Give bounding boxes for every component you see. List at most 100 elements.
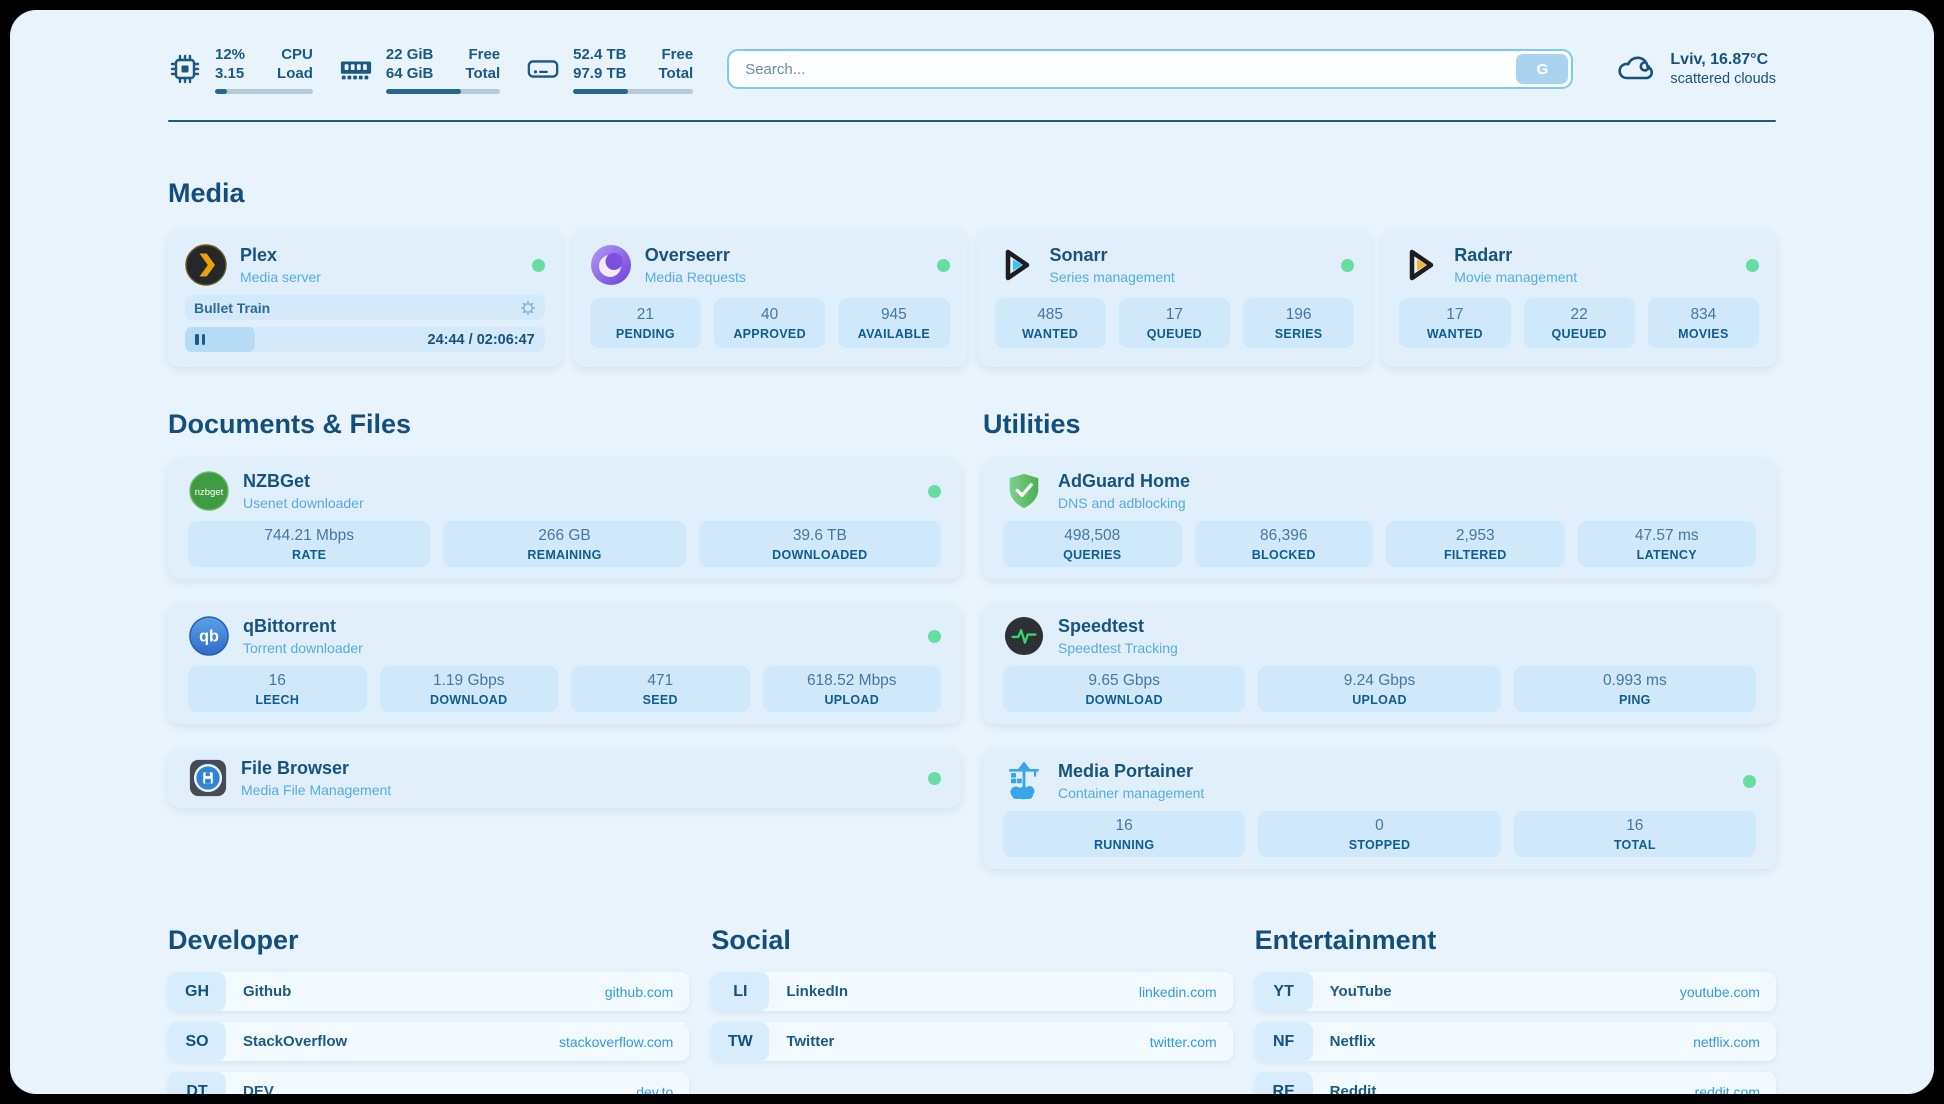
bookmark-linkedin[interactable]: LI LinkedIn linkedin.com <box>711 972 1233 1011</box>
app-name: File Browser <box>241 758 350 778</box>
app-description: Media server <box>240 269 321 285</box>
bookmark-url: netflix.com <box>1693 1033 1760 1050</box>
bookmark-url: dev.to <box>636 1083 674 1095</box>
adguard-icon <box>1003 470 1045 512</box>
app-description: Usenet downloader <box>243 495 364 511</box>
section-documents: Documents & Files nzbget NZBGet Usenet d… <box>168 409 961 869</box>
bookmark-name: Twitter <box>786 1033 835 1050</box>
bookmark-name: Netflix <box>1329 1033 1376 1050</box>
bookmark-url: linkedin.com <box>1138 983 1217 1000</box>
app-card-radarr[interactable]: Radarr Movie management 17 WANTED 22 QUE… <box>1382 229 1776 367</box>
stat-value: 945 <box>880 305 907 323</box>
app-card-portainer[interactable]: Media Portainer Container management 16 … <box>983 748 1776 869</box>
bookmark-reddit[interactable]: RE Reddit reddit.com <box>1254 1072 1776 1094</box>
stat-upload: 9.24 Gbps UPLOAD <box>1258 666 1501 712</box>
stat-wanted: 17 WANTED <box>1399 298 1511 348</box>
stat-value: 16 <box>1115 816 1133 834</box>
nzbget-icon: nzbget <box>188 470 230 512</box>
stat-stopped: 0 STOPPED <box>1258 811 1501 857</box>
bookmark-abbr: TW <box>711 1022 770 1061</box>
stat-wanted: 485 WANTED <box>994 298 1106 348</box>
stat-approved: 40 APPROVED <box>714 298 826 348</box>
app-card-nzbget[interactable]: nzbget NZBGet Usenet downloader 744.21 M… <box>168 458 961 579</box>
stat-label: UPLOAD <box>824 692 880 707</box>
topbar-divider <box>168 120 1776 122</box>
bookmark-name: DEV <box>243 1083 274 1094</box>
bookmark-abbr: DT <box>168 1072 226 1094</box>
status-indicator <box>531 258 545 272</box>
app-card-qbittorrent[interactable]: qb qBittorrent Torrent downloader 16 LEE… <box>168 603 961 724</box>
stat-label: SERIES <box>1274 326 1323 341</box>
radarr-icon <box>1399 244 1441 286</box>
stat-label: BLOCKED <box>1251 547 1316 562</box>
stat-queued: 22 QUEUED <box>1523 298 1635 348</box>
stat-value: 16 <box>1626 816 1644 834</box>
status-indicator <box>928 771 941 785</box>
stat-total: 16 TOTAL <box>1513 811 1756 857</box>
app-name: Overseerr <box>644 245 730 265</box>
app-card-speedtest[interactable]: Speedtest Speedtest Tracking 9.65 Gbps D… <box>983 603 1776 724</box>
stat-value: 196 <box>1285 305 1312 323</box>
search-provider-button[interactable]: G <box>1516 54 1569 84</box>
portainer-icon <box>1003 760 1045 802</box>
cog-icon[interactable] <box>520 300 536 316</box>
app-description: Series management <box>1049 269 1175 285</box>
social-section-title: Social <box>711 925 791 955</box>
stat-value: 17 <box>1165 305 1183 323</box>
bookmark-twitter[interactable]: TW Twitter twitter.com <box>711 1022 1233 1061</box>
bookmark-url: github.com <box>604 983 674 1000</box>
app-card-overseerr[interactable]: Overseerr Media Requests 21 PENDING 40 A… <box>572 229 967 367</box>
now-playing-title: Bullet Train <box>194 299 271 316</box>
filebrowser-icon <box>188 758 228 798</box>
stat-label: SEED <box>642 692 678 707</box>
weather-condition: scattered clouds <box>1670 71 1776 87</box>
app-card-filebrowser[interactable]: File Browser Media File Management <box>168 748 961 808</box>
cloud-icon <box>1613 50 1657 89</box>
stat-value: 17 <box>1446 305 1464 323</box>
disk-progress-fill <box>573 88 629 94</box>
cpu-label-1: CPU <box>281 45 313 63</box>
entertainment-section-title: Entertainment <box>1254 925 1437 955</box>
app-name: Media Portainer <box>1058 761 1194 781</box>
now-playing-row: Bullet Train <box>185 295 545 320</box>
cpu-stats: 12% CPU 3.15 Load <box>215 45 313 94</box>
pause-icon[interactable] <box>195 334 205 345</box>
stat-value: 2,953 <box>1455 526 1495 544</box>
bookmark-name: Reddit <box>1329 1083 1377 1094</box>
app-card-plex[interactable]: Plex Media server Bullet Train 24:44 / 0… <box>168 229 562 367</box>
app-card-adguard[interactable]: AdGuard Home DNS and adblocking 498,508 … <box>983 458 1776 579</box>
stat-value: 21 <box>636 305 654 323</box>
stat-label: LATENCY <box>1636 547 1697 562</box>
bookmarks-developer: Developer GH Github github.com SO StackO… <box>168 925 690 1095</box>
bookmark-netflix[interactable]: NF Netflix netflix.com <box>1254 1022 1776 1061</box>
bookmark-abbr: NF <box>1254 1022 1313 1061</box>
search-input[interactable] <box>727 49 1574 89</box>
weather-location-temp: Lviv, 16.87°C <box>1670 51 1769 68</box>
stat-value: 485 <box>1037 305 1064 323</box>
section-media: Media Plex Media server Bullet Train <box>168 178 1776 367</box>
stat-value: 47.57 ms <box>1634 526 1699 544</box>
stat-blocked: 86,396 BLOCKED <box>1194 521 1373 567</box>
disk-widget: 52.4 TB Free 97.9 TB Total <box>526 45 694 94</box>
bookmark-github[interactable]: GH Github github.com <box>168 972 690 1011</box>
app-description: Torrent downloader <box>243 640 363 656</box>
stat-queries: 498,508 QUERIES <box>1003 521 1182 567</box>
bookmark-youtube[interactable]: YT YouTube youtube.com <box>1254 972 1776 1011</box>
bookmark-stackoverflow[interactable]: SO StackOverflow stackoverflow.com <box>168 1022 690 1061</box>
stat-downloaded: 39.6 TB DOWNLOADED <box>698 521 941 567</box>
media-section-title: Media <box>168 178 245 208</box>
stat-label: DOWNLOADED <box>772 547 868 562</box>
stat-value: 40 <box>761 305 779 323</box>
stat-label: QUEUED <box>1146 326 1203 341</box>
stat-value: 16 <box>268 671 286 689</box>
bookmark-dev[interactable]: DT DEV dev.to <box>168 1072 690 1095</box>
app-card-sonarr[interactable]: Sonarr Series management 485 WANTED 17 Q… <box>977 229 1372 367</box>
svg-text:nzbget: nzbget <box>195 487 224 498</box>
ram-progress-track <box>385 88 501 94</box>
plex-icon <box>185 244 227 286</box>
stat-value: 834 <box>1690 305 1717 323</box>
stat-value: 1.19 Gbps <box>432 671 505 689</box>
stat-label: STOPPED <box>1348 837 1411 852</box>
stat-label: QUEUED <box>1551 326 1607 341</box>
